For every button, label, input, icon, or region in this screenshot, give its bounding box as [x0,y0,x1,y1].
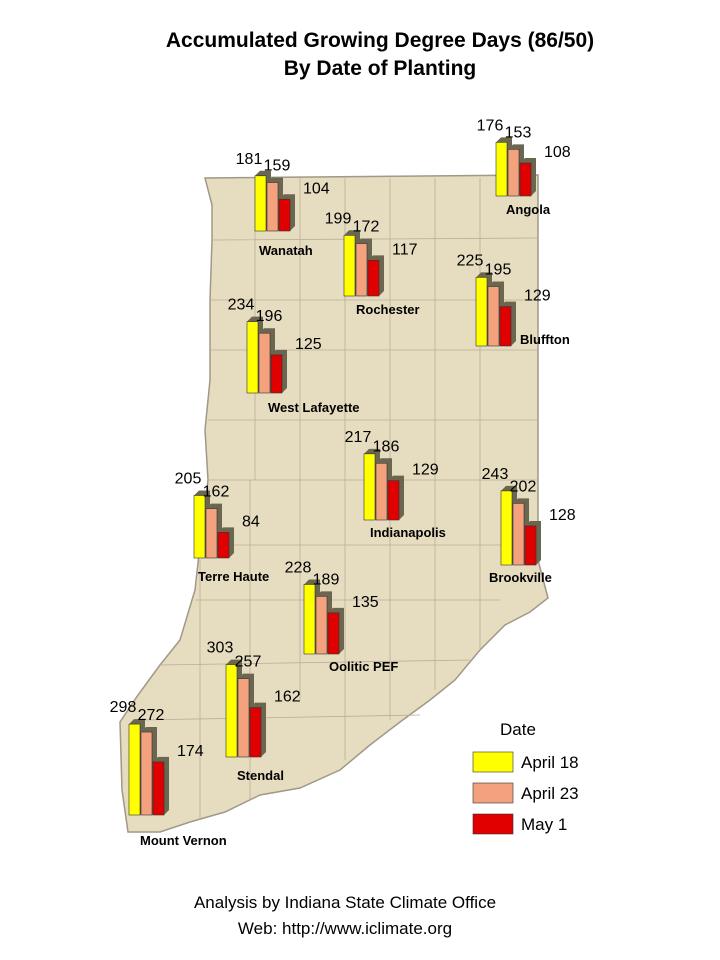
value-label: 199 [325,210,352,227]
bar [249,707,262,758]
bar [128,723,141,816]
value-label: 195 [485,262,512,279]
station-label: Stendal [237,768,284,783]
value-label: 225 [457,252,484,269]
value-label: 205 [175,470,202,487]
bar [519,162,532,197]
station-label: Terre Haute [198,569,269,584]
bar [278,198,291,232]
value-label: 186 [373,438,400,455]
title-line: Accumulated Growing Degree Days (86/50) [166,29,594,52]
bar [140,731,153,816]
bar [225,664,238,758]
bar [303,584,316,655]
station-label: Angola [506,202,551,217]
footer-line: Analysis by Indiana State Climate Office [194,893,496,912]
legend-swatch [472,782,514,804]
legend-title: Date [500,720,536,739]
bar [193,495,206,559]
legend: April 18 April 23 May 1 [472,751,579,835]
stations: 181 159 104 Wanatah 176 153 108 Angola 199 172 117… [110,117,576,848]
bar [246,321,259,394]
value-label: 162 [203,484,230,501]
value-label: 108 [544,144,571,161]
bar [343,235,356,297]
value-label: 257 [235,654,262,671]
legend-label: May 1 [521,815,567,834]
bar [327,612,340,655]
station-label: Mount Vernon [140,833,227,848]
bar [495,142,508,197]
legend-swatch [472,751,514,773]
value-label: 196 [256,308,283,325]
legend-swatch [472,813,514,835]
value-label: 128 [549,507,576,524]
bar [266,182,279,232]
bar [237,678,250,758]
value-label: 174 [177,743,204,760]
value-label: 243 [482,466,509,483]
station-label: Bluffton [520,332,570,347]
bar [315,596,328,655]
bar [270,354,283,394]
value-label: 135 [352,594,379,611]
value-label: 172 [353,219,380,236]
value-label: 298 [110,699,137,716]
legend-label: April 18 [521,753,579,772]
station-label: Oolitic PEF [329,659,398,674]
legend-label: April 23 [521,784,579,803]
station-label: Indianapolis [370,525,446,540]
bar [499,306,512,347]
bar [355,243,368,297]
value-label: 129 [524,288,551,305]
bar [363,453,376,521]
station-label: Brookville [489,570,552,585]
value-label: 217 [345,429,372,446]
value-label: 153 [505,124,532,141]
value-label: 129 [412,462,439,479]
bar [205,508,218,559]
value-label: 117 [392,241,418,258]
value-label: 159 [264,158,291,175]
value-label: 125 [295,336,322,353]
value-label: 162 [274,689,301,706]
value-label: 176 [477,117,504,134]
station-label: Rochester [356,302,420,317]
bar [375,462,388,521]
bar [475,277,488,347]
bar [152,761,165,816]
bar [524,525,537,566]
value-label: 181 [236,151,263,168]
station-label: Wanatah [259,243,313,258]
value-label: 272 [138,707,165,724]
value-label: 104 [303,180,330,197]
bar [507,149,520,197]
value-label: 189 [313,571,340,588]
bar [367,260,380,297]
station-label: West Lafayette [268,400,360,415]
bar [387,480,400,521]
value-label: 84 [242,513,260,530]
footer-line: Web: http://www.iclimate.org [238,919,452,938]
value-label: 234 [228,297,255,314]
value-label: 303 [207,640,234,657]
bar [512,503,525,566]
bar [487,286,500,347]
bar [254,175,267,232]
value-label: 228 [285,559,312,576]
value-label: 202 [510,478,537,495]
bar [258,332,271,394]
bar [500,490,513,566]
bar [217,532,230,559]
title-line: By Date of Planting [284,57,477,80]
